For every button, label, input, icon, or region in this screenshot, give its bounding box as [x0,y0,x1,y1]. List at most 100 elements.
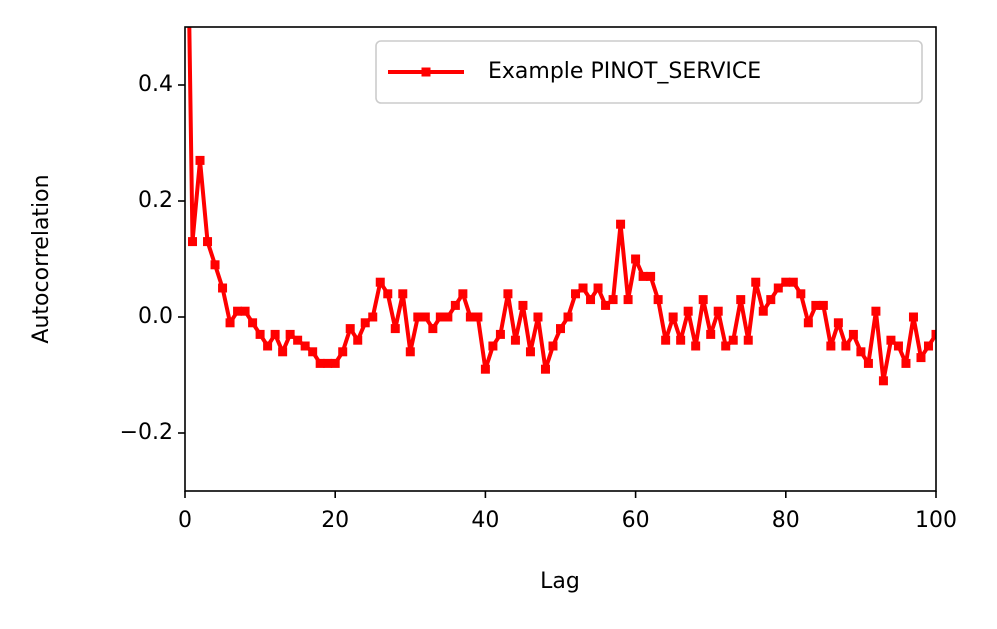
marker [931,329,936,339]
marker [323,358,333,368]
marker [728,335,738,345]
marker [233,306,243,316]
marker [803,318,813,328]
marker [653,295,663,305]
marker [916,353,926,363]
marker [601,300,611,310]
x-tick-label: 60 [622,508,650,533]
marker [255,329,265,339]
marker [826,341,836,351]
marker [886,335,896,345]
marker [225,318,235,328]
marker [586,295,596,305]
marker [195,155,205,165]
marker [300,341,310,351]
y-tick-label: 0.0 [138,304,173,329]
marker [270,329,280,339]
marker [495,329,505,339]
marker [338,347,348,357]
marker [458,289,468,299]
marker [683,306,693,316]
marker [668,312,678,322]
marker [713,306,723,316]
marker [856,347,866,357]
marker [368,312,378,322]
marker [781,277,791,287]
marker [315,358,325,368]
marker [563,312,573,322]
marker [833,318,843,328]
legend-marker [421,67,431,77]
marker [420,312,430,322]
marker [548,341,558,351]
marker [616,219,626,229]
marker [691,341,701,351]
marker [428,324,438,334]
marker [758,306,768,316]
marker [293,335,303,345]
marker [901,358,911,368]
marker [736,295,746,305]
x-tick-label: 80 [772,508,800,533]
marker [848,329,858,339]
marker [841,341,851,351]
x-axis-label: Lag [540,569,580,594]
marker [278,347,288,357]
marker [345,324,355,334]
marker [766,295,776,305]
marker [240,306,250,316]
marker [248,318,258,328]
marker [510,335,520,345]
marker [308,347,318,357]
marker [353,335,363,345]
marker [878,376,888,386]
marker [398,289,408,299]
marker [698,295,708,305]
marker [473,312,483,322]
marker [465,312,475,322]
marker [773,283,783,293]
marker [578,283,588,293]
marker [480,364,490,374]
y-axis-label: Autocorrelation [29,174,54,343]
marker [863,358,873,368]
marker [751,277,761,287]
marker [405,347,415,357]
marker [383,289,393,299]
marker [210,260,220,270]
marker [923,341,933,351]
marker [390,324,400,334]
marker [743,335,753,345]
marker [638,271,648,281]
legend-label: Example PINOT_SERVICE [488,59,761,84]
plot-area [187,27,936,386]
x-tick-label: 0 [178,508,192,533]
marker [488,341,498,351]
marker [571,289,581,299]
marker [263,341,273,351]
marker [811,300,821,310]
x-tick-label: 20 [321,508,349,533]
marker [908,312,918,322]
marker [540,364,550,374]
marker [188,237,198,247]
plot-frame [184,26,937,492]
marker [788,277,798,287]
marker [375,277,385,287]
marker [533,312,543,322]
marker [893,341,903,351]
marker [631,254,641,264]
x-tick-label: 100 [915,508,957,533]
marker [646,271,656,281]
marker [360,318,370,328]
marker [518,300,528,310]
marker [556,324,565,334]
marker [706,329,716,339]
marker [285,329,295,339]
marker [450,300,460,310]
marker [796,289,806,299]
y-tick-label: 0.2 [138,188,173,213]
marker [871,306,881,316]
marker [503,289,513,299]
